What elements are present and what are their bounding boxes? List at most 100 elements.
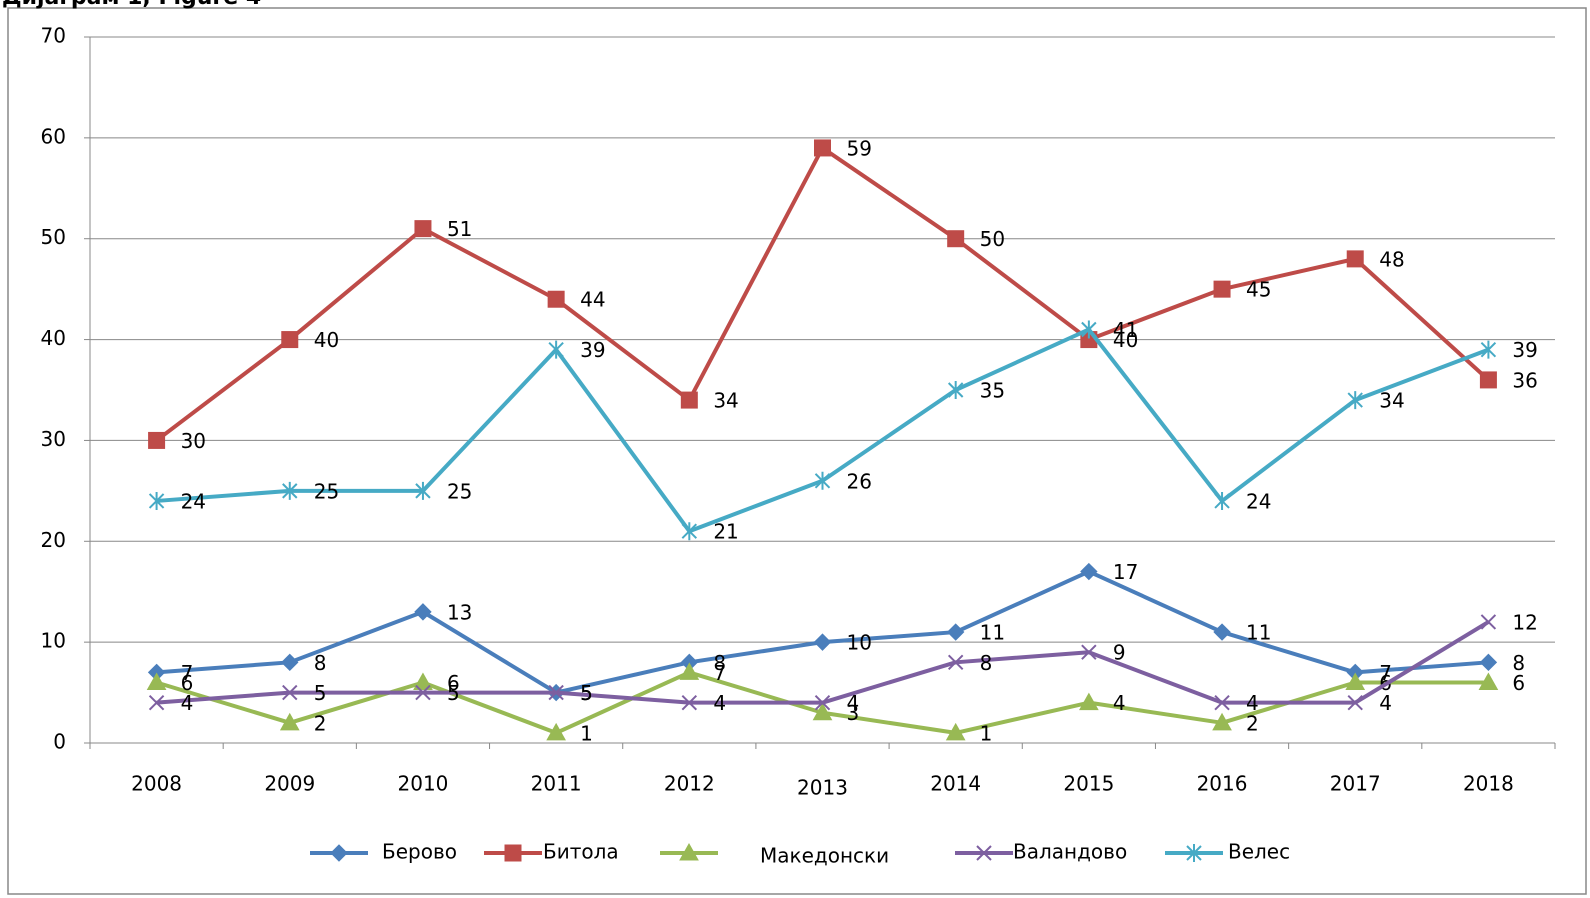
data-label: 26 <box>847 469 872 493</box>
x-tick-label: 2009 <box>264 772 315 796</box>
y-tick-label: 40 <box>41 326 66 350</box>
legend-label: Валандово <box>1013 840 1127 864</box>
legend-label: Берово <box>382 840 457 864</box>
data-label: 4 <box>1246 691 1259 715</box>
data-point <box>1079 692 1099 711</box>
data-point <box>814 694 831 711</box>
data-point <box>1212 712 1232 731</box>
data-point <box>548 684 564 701</box>
data-point <box>945 722 966 741</box>
data-point <box>148 491 165 510</box>
y-tick-label: 50 <box>41 225 66 249</box>
data-point <box>812 702 833 721</box>
data-label: 59 <box>847 136 872 160</box>
data-label: 11 <box>980 621 1005 645</box>
data-label: 6 <box>181 671 194 695</box>
data-label: 4 <box>1113 691 1126 715</box>
data-label: 44 <box>580 288 605 312</box>
data-label: 4 <box>181 691 194 715</box>
data-point <box>1080 562 1098 581</box>
data-point <box>413 672 433 690</box>
data-point <box>1213 623 1231 641</box>
data-label: 1 <box>980 721 993 745</box>
data-point <box>1214 491 1230 510</box>
data-label: 6 <box>447 671 460 695</box>
x-tick-label: 2010 <box>398 772 449 796</box>
data-label: 21 <box>713 520 738 544</box>
data-point <box>947 654 964 671</box>
data-label: 39 <box>580 338 605 362</box>
x-tick-label: 2017 <box>1330 772 1381 796</box>
data-point <box>415 684 431 701</box>
data-label: 9 <box>1113 641 1126 665</box>
x-tick-label: 2016 <box>1197 772 1248 796</box>
legend-label: Битола <box>543 840 619 864</box>
data-label: 45 <box>1246 278 1271 302</box>
data-point <box>1345 672 1366 690</box>
data-label: 25 <box>314 479 339 503</box>
data-label: 13 <box>447 600 472 624</box>
data-point <box>1214 694 1230 711</box>
data-point <box>548 340 564 359</box>
data-label: 4 <box>1379 691 1392 715</box>
data-point <box>282 684 298 701</box>
data-point <box>1479 653 1498 672</box>
data-point <box>1213 280 1231 298</box>
data-point <box>1081 644 1097 660</box>
data-point <box>947 230 965 248</box>
x-tick-label: 2011 <box>531 772 582 796</box>
data-label: 11 <box>1246 621 1271 645</box>
data-label: 51 <box>447 217 472 241</box>
legend-marker <box>976 845 992 861</box>
data-point <box>1347 694 1363 711</box>
data-label: 4 <box>847 691 860 715</box>
legend-marker <box>504 844 522 862</box>
data-label: 24 <box>181 489 206 513</box>
chart-frame <box>7 7 1587 895</box>
data-label: 7 <box>713 661 726 685</box>
data-label: 5 <box>580 681 593 705</box>
data-label: 24 <box>1246 489 1271 513</box>
data-point <box>946 623 965 641</box>
data-point <box>148 431 166 449</box>
x-tick-label: 2015 <box>1063 772 1114 796</box>
data-label: 2 <box>1246 711 1259 735</box>
data-label: 8 <box>314 651 327 675</box>
data-label: 7 <box>181 661 194 685</box>
data-point <box>679 662 700 680</box>
data-label: 34 <box>1379 389 1404 413</box>
data-label: 34 <box>713 389 738 413</box>
data-point <box>146 672 167 690</box>
y-tick-label: 10 <box>41 629 66 653</box>
legend-marker <box>330 844 348 862</box>
legend-marker <box>1186 844 1202 862</box>
x-tick-label: 2014 <box>930 772 981 796</box>
data-label: 39 <box>1512 338 1537 362</box>
data-label: 3 <box>847 701 860 725</box>
data-label: 30 <box>181 429 206 453</box>
data-label: 36 <box>1512 368 1537 392</box>
data-point <box>1347 391 1363 410</box>
data-label: 40 <box>314 328 339 352</box>
y-tick-label: 0 <box>53 730 66 754</box>
data-point <box>279 712 300 731</box>
x-tick-label: 2018 <box>1463 772 1514 796</box>
data-point <box>1479 371 1497 389</box>
data-point <box>681 694 698 711</box>
data-point <box>1480 614 1497 630</box>
y-tick-label: 20 <box>41 528 66 552</box>
data-label: 12 <box>1512 610 1537 634</box>
data-point <box>680 391 698 409</box>
data-label: 8 <box>1512 651 1525 675</box>
data-point <box>414 603 432 621</box>
data-point <box>681 522 698 541</box>
data-point <box>947 381 964 399</box>
data-label: 5 <box>314 681 327 705</box>
data-point <box>281 653 299 672</box>
y-tick-label: 60 <box>41 124 66 148</box>
data-point <box>1480 340 1497 359</box>
data-label: 6 <box>1512 671 1525 695</box>
data-label: 48 <box>1379 247 1404 271</box>
